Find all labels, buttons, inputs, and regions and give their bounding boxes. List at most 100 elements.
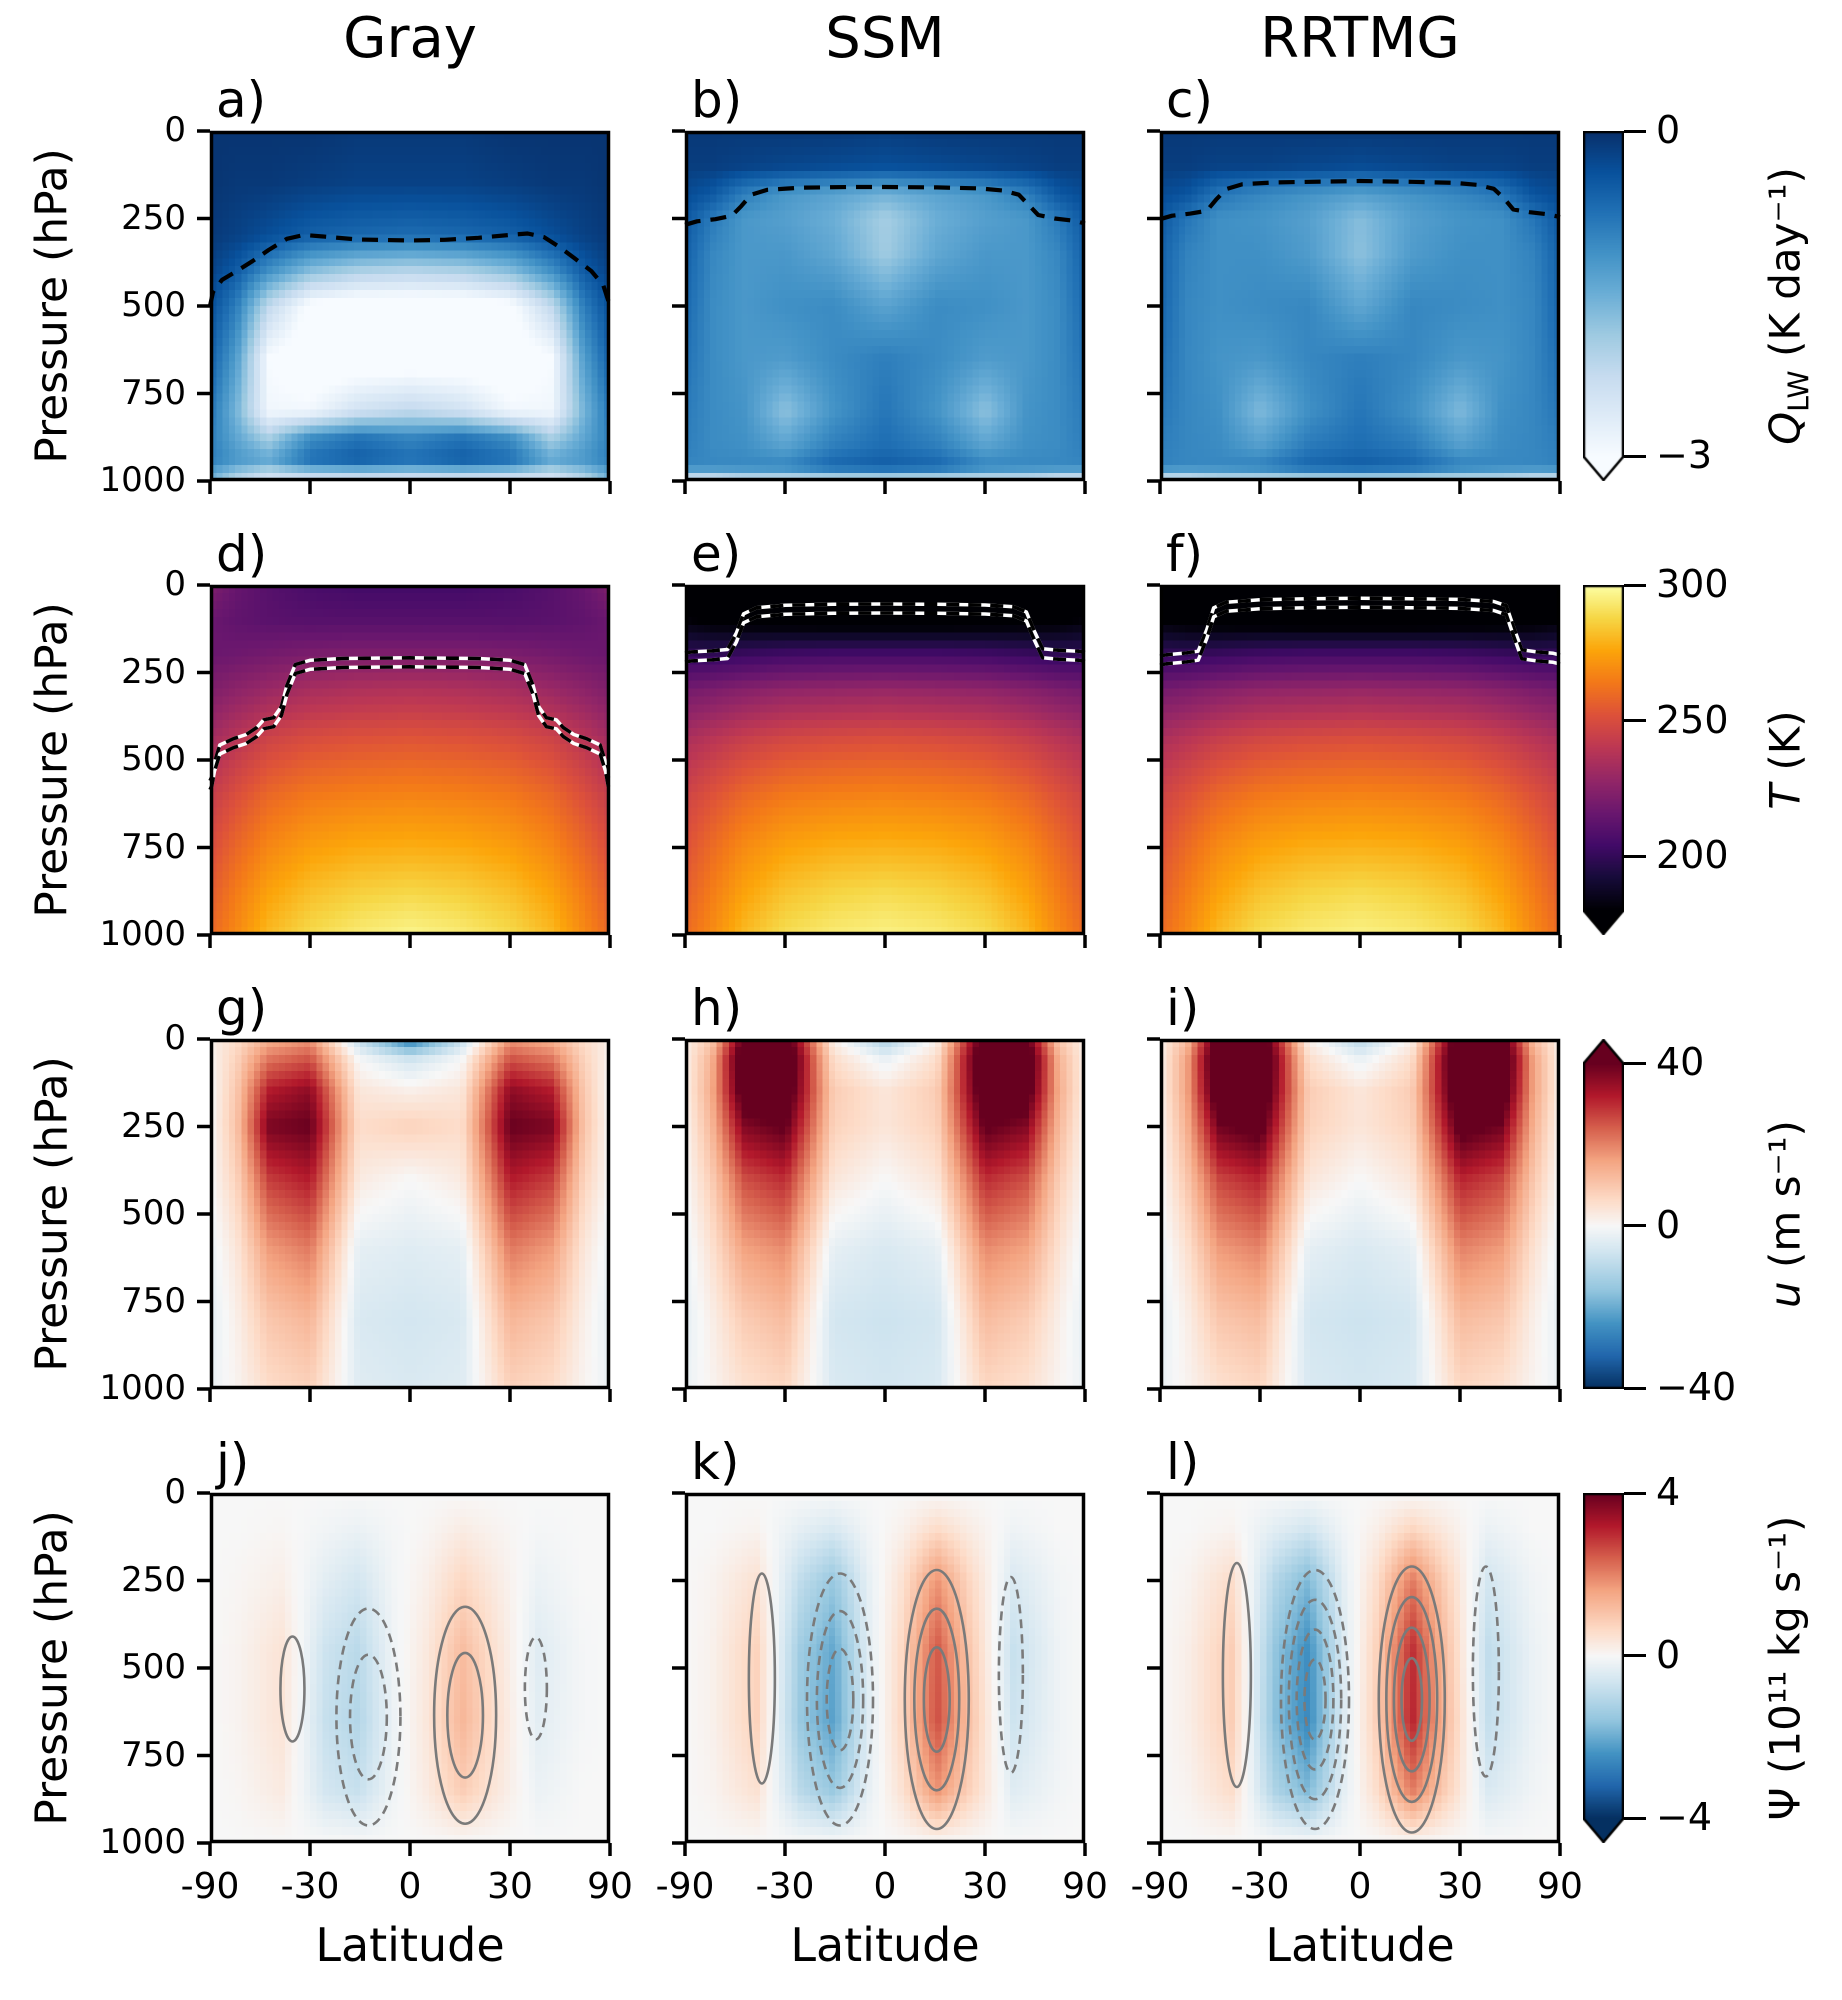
x-tick-label: 90	[1062, 1866, 1108, 1907]
colorbar-tick-label: 250	[1656, 697, 1729, 742]
colorbar-tick-mark	[1624, 854, 1646, 858]
x-tick-label: 30	[487, 1866, 533, 1907]
x-tick-label: -30	[1230, 1866, 1290, 1907]
heatmap-k	[685, 1493, 1085, 1843]
colorbar-tick-mark	[1624, 454, 1646, 458]
colorbar-tick-mark	[1624, 1224, 1646, 1227]
colorbar-tick-label: 300	[1656, 562, 1729, 606]
x-tick-label: -30	[280, 1866, 340, 1907]
panel-l: l)	[1147, 1433, 1562, 1856]
column-title-rrtmg: RRTMG	[1260, 6, 1460, 71]
panel-label-b: b)	[691, 71, 743, 129]
colorbar-tick-mark	[1624, 719, 1646, 723]
panel-j: j)	[197, 1433, 612, 1856]
colorbar-tick-label: 0	[1656, 108, 1681, 152]
panel-label-l: l)	[1166, 1433, 1200, 1491]
y-tick-label: 250	[121, 651, 186, 692]
y-tick-label: 250	[121, 197, 186, 238]
heatmap-g	[210, 1039, 610, 1389]
overlay-d	[197, 583, 612, 948]
colorbar-tick-mark	[1624, 1061, 1646, 1065]
colorbar-tick-mark	[1624, 1816, 1646, 1820]
panel-f: f)	[1147, 525, 1562, 948]
heatmap-j	[210, 1493, 610, 1843]
colorbar-canvas-qlw	[1583, 131, 1624, 481]
panel-label-h: h)	[691, 979, 743, 1037]
panel-label-f: f)	[1166, 525, 1204, 583]
y-tick-label: 500	[121, 285, 186, 325]
panel-h: h)	[672, 979, 1087, 1402]
panel-b: b)	[672, 71, 1087, 494]
x-tick-label: 0	[873, 1866, 897, 1907]
overlay-i	[1147, 1037, 1562, 1402]
x-tick-label: 90	[587, 1866, 633, 1907]
x-tick-label: -90	[180, 1866, 240, 1907]
column-title-ssm: SSM	[825, 6, 945, 71]
panel-i: i)	[1147, 979, 1562, 1402]
overlay-e	[672, 583, 1087, 948]
y-tick-label: 1000	[99, 914, 186, 954]
overlay-h	[672, 1037, 1087, 1402]
overlay-f	[1147, 583, 1562, 948]
x-tick-label: -90	[655, 1866, 715, 1907]
heatmap-f	[1160, 585, 1560, 935]
x-axis-label-col-2: Latitude	[790, 1918, 980, 1972]
y-tick-label: 250	[121, 1559, 186, 1600]
y-tick-label: 750	[121, 1734, 186, 1775]
panel-label-j: j)	[216, 1433, 250, 1491]
colorbar-tick-label: 0	[1656, 1202, 1681, 1247]
heatmap-a	[210, 131, 610, 481]
y-tick-label: 0	[164, 564, 186, 604]
panel-k: k)	[672, 1433, 1087, 1856]
panel-label-k: k)	[691, 1433, 740, 1491]
x-axis-label-col-1: Latitude	[315, 1918, 505, 1972]
colorbar-tick-mark	[1624, 1654, 1646, 1657]
x-axis-label-col-3: Latitude	[1265, 1918, 1455, 1972]
colorbar-tick-label: −4	[1656, 1795, 1713, 1839]
panel-label-e: e)	[691, 525, 742, 583]
x-tick-label: 30	[1437, 1866, 1483, 1907]
panel-d: d)	[197, 525, 612, 948]
x-tick-label: 0	[398, 1866, 422, 1907]
heatmap-e	[685, 585, 1085, 935]
y-tick-label: 250	[121, 1105, 186, 1146]
panel-e: e)	[672, 525, 1087, 948]
y-tick-label: 1000	[99, 460, 186, 500]
colorbar-canvas-zonal-wind	[1583, 1039, 1624, 1389]
y-tick-label: 500	[121, 1647, 186, 1687]
overlay-k	[672, 1491, 1087, 1856]
colorbar-canvas-temperature	[1583, 585, 1624, 935]
heatmap-b	[685, 131, 1085, 481]
colorbar-canvas-streamfunction	[1583, 1493, 1624, 1843]
overlay-b	[672, 129, 1087, 494]
colorbar-tick-mark	[1624, 1386, 1646, 1390]
x-tick-label: 0	[1348, 1866, 1372, 1907]
y-tick-label: 750	[121, 1280, 186, 1321]
panel-c: c)	[1147, 71, 1562, 494]
y-tick-label: 0	[164, 110, 186, 150]
panel-label-a: a)	[216, 71, 267, 129]
colorbar-tick-mark	[1624, 583, 1646, 587]
colorbar-tick-label: −3	[1656, 433, 1713, 477]
colorbar-tick-mark	[1624, 129, 1646, 133]
y-tick-label: 1000	[99, 1822, 186, 1862]
overlay-c	[1147, 129, 1562, 494]
y-tick-label: 500	[121, 739, 186, 779]
colorbar-zonal-wind	[1583, 1039, 1624, 1389]
panel-a: a)	[197, 71, 612, 494]
y-tick-label: 750	[121, 826, 186, 867]
panel-label-g: g)	[216, 979, 268, 1037]
heatmap-h	[685, 1039, 1085, 1389]
overlay-a	[197, 129, 612, 494]
overlay-g	[197, 1037, 612, 1402]
overlay-j	[197, 1491, 612, 1856]
y-tick-label: 500	[121, 1193, 186, 1233]
panel-label-d: d)	[216, 525, 268, 583]
colorbar-tick-label: 0	[1656, 1632, 1681, 1677]
y-tick-label: 750	[121, 372, 186, 413]
column-title-gray: Gray	[343, 6, 477, 71]
panel-label-c: c)	[1166, 71, 1213, 129]
colorbar-tick-label: 200	[1656, 833, 1729, 878]
heatmap-l	[1160, 1493, 1560, 1843]
